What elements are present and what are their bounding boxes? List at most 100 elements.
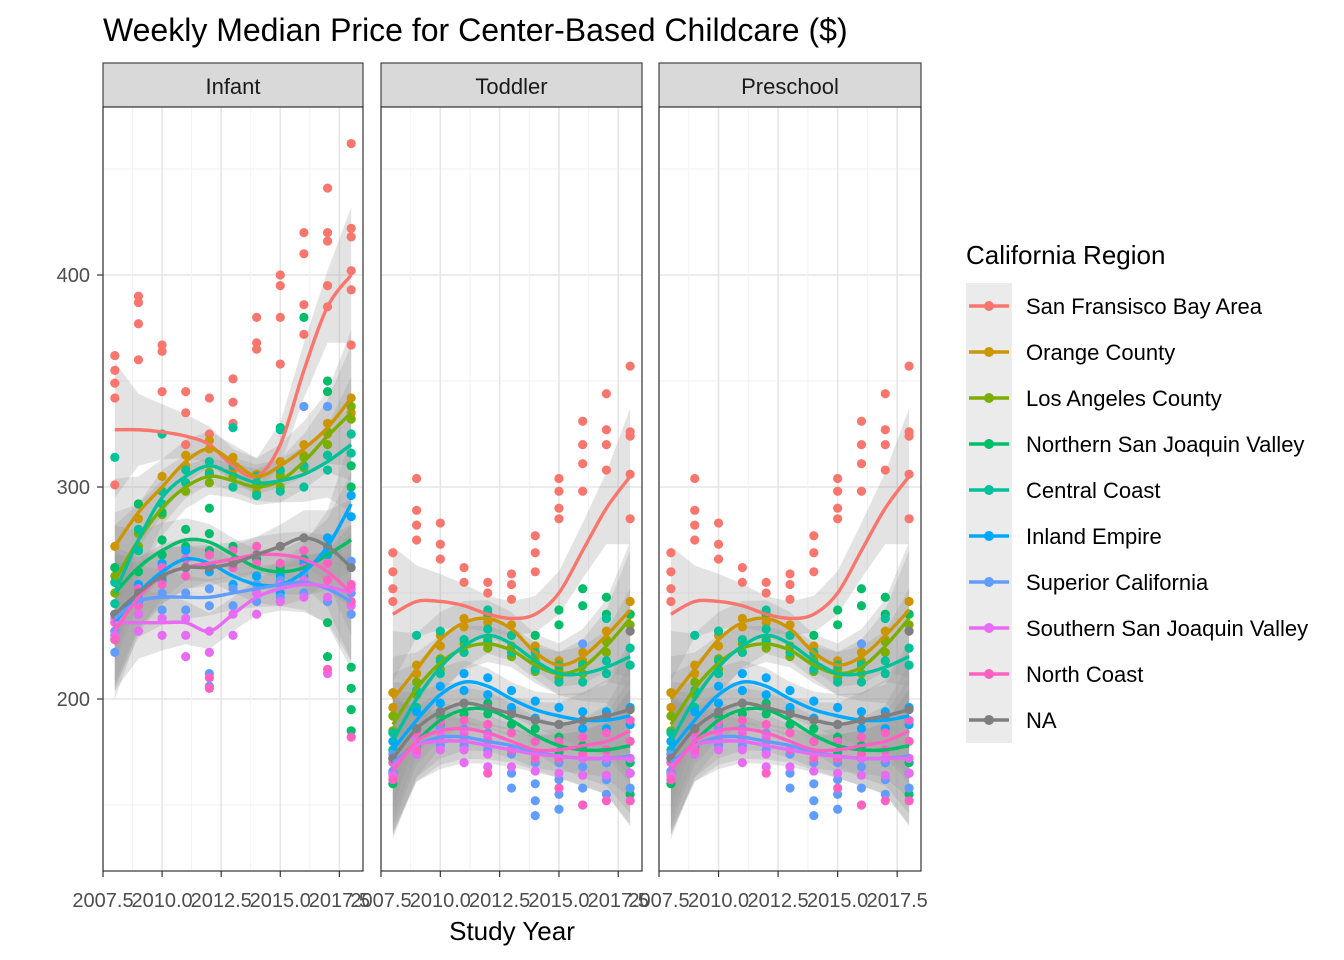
data-point [157,471,167,481]
data-point [904,643,914,653]
legend-key-point [984,485,994,495]
data-point [737,635,747,645]
data-point [435,745,445,755]
data-point [554,514,564,524]
data-point [157,588,167,598]
smooth-line-1 [391,608,632,701]
smooth-line-5 [113,503,353,624]
data-point [346,448,356,458]
legend: California Region San Fransisco Bay Area… [966,240,1308,743]
data-point [157,605,167,615]
smooth-line-2 [669,617,911,726]
panel-border-1 [380,106,643,872]
data-point [322,618,333,628]
data-point [157,630,167,641]
smooth-line-8 [669,726,910,773]
data-point [346,232,356,242]
data-point [578,486,588,496]
data-point [785,569,795,579]
data-point [625,596,635,607]
data-point [601,656,612,666]
data-point [809,796,819,806]
data-point [346,609,356,619]
data-point [856,770,867,780]
data-point [601,389,612,399]
data-point [435,626,445,636]
legend-key-point [984,439,994,449]
data-point [833,620,843,630]
data-point [713,539,724,549]
smooth-line-0 [392,475,632,621]
confidence-band-0 [670,408,910,683]
data-point [181,588,191,598]
data-point [228,630,238,641]
legend-item: NA [969,708,1057,733]
smooth-lines [669,475,911,773]
legend-label: San Fransisco Bay Area [1026,294,1263,319]
data-point [322,183,333,193]
smooth-line-4 [113,443,353,594]
data-point [346,705,356,715]
data-point [880,728,890,738]
data-point [110,599,120,609]
x-tick-label: 2015.0 [250,890,311,912]
data-point [388,774,398,785]
data-point [252,344,262,354]
data-point [809,531,819,541]
data-point [856,707,867,717]
data-point [880,592,890,602]
data-point [435,698,445,708]
data-point [625,768,635,778]
data-point [530,766,540,776]
data-point [204,429,214,439]
data-point [157,535,167,545]
data-point [506,728,517,738]
data-point [856,416,867,426]
data-point [554,605,564,615]
data-point [578,749,588,759]
legend-item: Inland Empire [969,524,1162,549]
data-point [666,774,676,785]
data-point [322,376,333,386]
data-point [388,548,398,558]
data-point [625,736,635,747]
smooth-line-3 [391,706,631,768]
data-point [666,702,676,713]
legend-key-point [984,531,994,541]
data-point [228,601,238,611]
data-point [299,329,309,339]
data-point [713,554,724,564]
data-point [204,647,214,657]
data-point [904,469,914,479]
data-point [483,673,493,683]
data-point [506,768,517,778]
data-point [666,548,676,558]
smooth-line-0 [670,475,911,621]
x-axis-ticks: 2007.52010.02012.52015.02017.52007.52010… [72,871,928,912]
data-point [346,138,356,149]
data-layer-0 [110,138,356,742]
x-tick-label: 2007.5 [628,890,689,912]
legend-item: North Coast [969,662,1143,687]
data-point [690,505,700,515]
facet-panel-toddler: Toddler [380,62,643,872]
data-point [625,626,635,636]
data-point [578,732,588,742]
data-point [299,401,309,412]
data-point [880,425,890,435]
data-point [856,639,867,649]
data-point [690,630,700,641]
legend-item: Central Coast [969,478,1161,503]
smooth-line-7 [114,582,352,633]
data-point [346,285,356,295]
data-point [554,804,564,814]
confidence-band-9 [114,499,352,683]
data-point [625,789,635,800]
data-point [275,312,285,322]
facet-strip-preschool [658,62,922,108]
data-point [880,789,890,800]
data-point [157,387,167,397]
data-point [904,783,914,793]
data-point [625,783,635,793]
